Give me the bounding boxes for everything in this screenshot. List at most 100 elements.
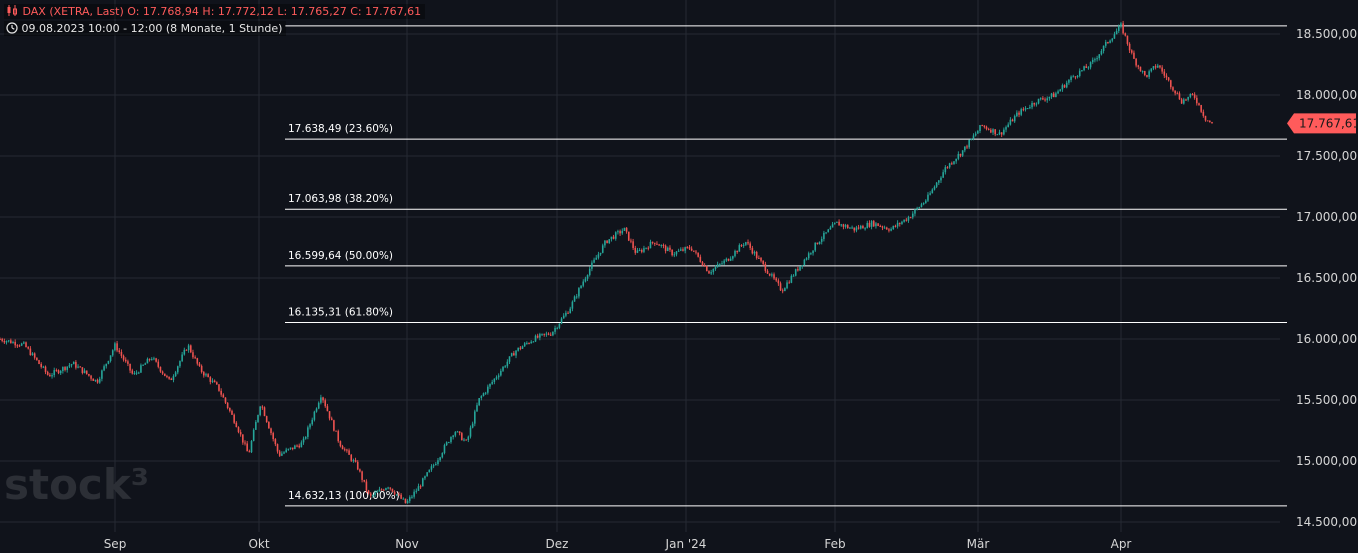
candle-body	[385, 488, 387, 491]
candle-body	[137, 372, 140, 374]
candle-body	[315, 408, 318, 412]
candle-body	[491, 381, 493, 384]
candle-body	[450, 436, 452, 443]
candle-body	[189, 345, 192, 353]
candlestick-icon	[7, 5, 17, 16]
candle-body	[799, 266, 801, 271]
candle-body	[272, 433, 274, 440]
candlestick-series	[0, 20, 1213, 504]
candle-body	[278, 451, 281, 456]
candle-body	[68, 365, 71, 367]
candle-body	[476, 405, 478, 412]
open-value: O: 17.768,94	[127, 5, 199, 18]
candle-body	[875, 223, 877, 227]
candle-body	[237, 427, 240, 433]
candle-body	[539, 334, 541, 338]
candle-body	[519, 347, 522, 349]
candle-body	[951, 163, 953, 165]
candle-body	[474, 411, 476, 424]
candle-body	[135, 372, 138, 374]
candle-body	[428, 469, 431, 473]
candle-body	[851, 227, 853, 229]
candle-body	[79, 366, 82, 368]
candle-body	[1130, 50, 1133, 53]
candle-body	[1050, 93, 1053, 97]
candle-body	[33, 353, 36, 358]
candle-body	[714, 267, 717, 269]
candle-body	[1083, 66, 1085, 71]
candle-body	[1000, 132, 1003, 135]
candle-body	[224, 397, 227, 403]
candle-body	[432, 465, 435, 467]
candle-body	[693, 250, 695, 252]
fibonacci-levels[interactable]: 17.638,49 (23.60%) 17.063,98 (38.20%) 16.5…	[285, 25, 1287, 507]
candle-body	[150, 359, 153, 361]
candle-body	[1209, 120, 1211, 122]
candle-body	[562, 315, 565, 319]
candle-body	[27, 347, 29, 349]
candle-body	[36, 357, 38, 361]
candle-body	[157, 361, 160, 367]
candle-body	[992, 129, 994, 133]
candle-body	[192, 352, 194, 358]
y-tick-label: 15.000,00	[1296, 454, 1357, 468]
candle-body	[120, 351, 123, 356]
candle-body	[532, 341, 535, 343]
candle-body	[784, 288, 786, 292]
candle-body	[1122, 23, 1124, 34]
candle-body	[749, 243, 751, 248]
candle-body	[109, 355, 112, 361]
candle-body	[51, 375, 53, 377]
candle-body	[107, 360, 110, 364]
candle-body	[541, 333, 543, 335]
candle-body	[387, 487, 389, 489]
candle-body	[1133, 52, 1135, 59]
candle-body	[421, 478, 424, 487]
candle-body	[1046, 98, 1049, 101]
candle-body	[877, 223, 879, 226]
candle-body	[1185, 99, 1187, 101]
candle-body	[18, 345, 21, 347]
candle-body	[211, 380, 214, 382]
candle-body	[1070, 76, 1072, 80]
candle-body	[183, 349, 186, 355]
candle-body	[484, 392, 487, 394]
candle-body	[1003, 129, 1005, 135]
candle-body	[454, 432, 457, 436]
candle-body	[1026, 108, 1029, 110]
candle-body	[448, 442, 450, 444]
candle-body	[10, 340, 12, 344]
candle-body	[712, 268, 715, 273]
candle-body	[656, 243, 658, 245]
candle-body	[764, 263, 767, 271]
candle-body	[506, 361, 509, 367]
x-tick-label: Sep	[104, 537, 127, 551]
candle-body	[747, 242, 749, 244]
candle-body	[287, 448, 290, 450]
candle-body	[716, 264, 719, 268]
candle-body	[1055, 93, 1057, 98]
candle-body	[979, 125, 981, 131]
candle-body	[909, 217, 912, 219]
candle-body	[823, 232, 825, 239]
candle-body	[1139, 66, 1142, 72]
candle-body	[101, 370, 103, 379]
candle-body	[588, 268, 591, 276]
candle-body	[610, 236, 613, 240]
candle-body	[493, 378, 496, 382]
candle-body	[90, 375, 92, 379]
candle-body	[285, 449, 287, 453]
candle-body	[617, 231, 619, 233]
candle-body	[207, 374, 209, 378]
candle-body	[398, 494, 400, 496]
candle-body	[530, 341, 532, 344]
candle-body	[929, 193, 931, 195]
candle-body	[133, 373, 136, 375]
x-tick-label: Mär	[967, 537, 990, 551]
candle-body	[1141, 71, 1144, 73]
candle-body	[970, 138, 973, 141]
candle-body	[803, 259, 806, 266]
candle-body	[536, 335, 539, 338]
candle-body	[98, 378, 101, 383]
